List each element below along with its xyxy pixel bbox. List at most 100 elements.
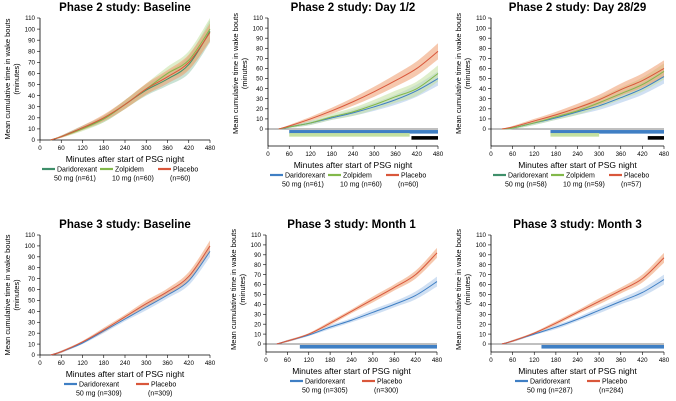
x-tick-label: 480 [205, 360, 216, 367]
legend-label: Daridorexant [79, 382, 119, 389]
y-axis-label: Mean cumulative time in wake bouts [229, 229, 238, 350]
x-tick-label: 360 [616, 357, 627, 364]
y-tick-label: 30 [256, 96, 263, 103]
x-tick-label: 120 [304, 357, 315, 364]
x-tick-label: 360 [389, 357, 400, 364]
x-tick-label: 240 [348, 151, 359, 158]
legend-dose: 10 mg (n=60) [112, 176, 154, 183]
y-tick-label: 40 [254, 302, 261, 309]
y-tick-label: 110 [251, 232, 261, 239]
y-tick-label: 30 [254, 311, 261, 318]
y-tick-label: 10 [254, 331, 261, 338]
x-tick-label: 0 [38, 145, 42, 152]
series-line-zolpidem [278, 73, 439, 130]
y-tick-label: 90 [479, 252, 486, 259]
y-axis-label: (minutes) [12, 279, 21, 311]
y-tick-label: 80 [28, 265, 35, 272]
x-tick-label: 300 [594, 151, 605, 158]
y-axis-label: (minutes) [12, 63, 21, 95]
legend-dose: (n=300) [374, 388, 398, 395]
ci-band-placebo [50, 23, 210, 140]
x-tick-label: 420 [412, 151, 423, 158]
x-tick-label: 420 [637, 151, 648, 158]
y-axis-label: Mean cumulative time in wake bouts [3, 234, 12, 355]
series-line-daridorexant [50, 31, 211, 141]
chart-title: Phase 2 study: Day 1/2 [291, 2, 416, 14]
y-tick-label: 70 [28, 276, 35, 283]
significance-bar [299, 344, 437, 349]
x-tick-label: 300 [368, 357, 379, 364]
chart-panel-6: Phase 3 study: Month 3 Mean cumulative ti… [454, 219, 670, 395]
y-tick-label: 90 [28, 37, 35, 44]
y-tick-label: 10 [479, 331, 486, 338]
y-tick-label: 0 [260, 126, 264, 133]
y-tick-label: 110 [476, 232, 486, 239]
y-tick-label: 0 [32, 352, 36, 359]
x-axis-label: Minutes after start of PSG night [518, 160, 637, 170]
ci-band-zolpidem [50, 18, 210, 140]
chart-title: Phase 3 study: Month 1 [287, 219, 416, 231]
x-tick-label: 480 [433, 151, 444, 158]
x-tick-label: 360 [162, 360, 173, 367]
x-tick-label: 120 [77, 145, 88, 152]
x-tick-label: 240 [572, 151, 583, 158]
series-line-daridorexant [501, 279, 665, 345]
legend-label: Placebo [624, 173, 649, 180]
x-axis-label: Minutes after start of PSG night [66, 369, 185, 379]
y-axis-label: Mean cumulative time in wake bouts [231, 13, 240, 134]
y-tick-label: 40 [256, 86, 263, 93]
y-tick-label: 90 [479, 35, 486, 42]
y-tick-label: 90 [254, 252, 261, 259]
x-tick-label: 240 [346, 357, 357, 364]
x-tick-label: 0 [489, 357, 493, 364]
y-tick-label: 90 [28, 254, 35, 261]
y-tick-label: 80 [28, 48, 35, 55]
chart-title: Phase 3 study: Baseline [59, 219, 191, 231]
chart-title: Phase 2 study: Baseline [59, 2, 191, 14]
x-tick-label: 120 [529, 357, 540, 364]
chart-panel-1: Phase 2 study: Baseline Mean cumulative t… [3, 2, 216, 183]
y-tick-label: 60 [479, 282, 486, 289]
x-tick-label: 480 [659, 151, 670, 158]
series-line-placebo [50, 32, 211, 141]
x-tick-label: 60 [58, 145, 65, 152]
series-line-placebo [50, 245, 211, 356]
y-tick-label: 60 [28, 71, 35, 78]
ci-band-zolpidem [278, 65, 438, 129]
x-tick-label: 0 [264, 357, 268, 364]
x-tick-label: 240 [120, 360, 131, 367]
y-axis-label: (minutes) [463, 57, 472, 89]
ci-band-placebo [501, 252, 664, 344]
chart-title: Phase 2 study: Day 28/29 [509, 2, 646, 14]
y-tick-label: 110 [25, 232, 35, 239]
y-tick-label: 100 [253, 25, 264, 32]
y-tick-label: 80 [256, 45, 263, 52]
y-tick-label: 100 [25, 26, 36, 33]
y-tick-label: 20 [28, 115, 35, 122]
legend-dose: (n=284) [599, 388, 623, 395]
y-tick-label: 80 [479, 262, 486, 269]
series-line-placebo [278, 50, 439, 130]
y-tick-label: 70 [256, 56, 263, 63]
y-tick-label: 50 [256, 76, 263, 83]
y-tick-label: 50 [479, 76, 486, 83]
series-line-daridorexant [50, 251, 211, 356]
significance-bar [550, 133, 600, 137]
y-tick-label: 110 [25, 15, 35, 22]
significance-bar [289, 130, 438, 134]
x-tick-label: 180 [99, 145, 110, 152]
x-tick-label: 60 [286, 151, 293, 158]
x-tick-label: 180 [551, 357, 562, 364]
ci-band-daridorexant [50, 245, 210, 355]
legend-dose: 50 mg (n=305) [302, 388, 348, 395]
y-tick-label: 70 [479, 272, 486, 279]
x-tick-label: 0 [266, 151, 270, 158]
significance-bar [541, 344, 664, 349]
x-tick-label: 240 [120, 145, 131, 152]
series-line-placebo [276, 252, 438, 345]
y-axis-label: Mean cumulative time in wake bouts [454, 229, 463, 350]
series-line-placebo [501, 257, 665, 345]
x-tick-label: 60 [284, 357, 291, 364]
y-tick-label: 40 [28, 309, 35, 316]
